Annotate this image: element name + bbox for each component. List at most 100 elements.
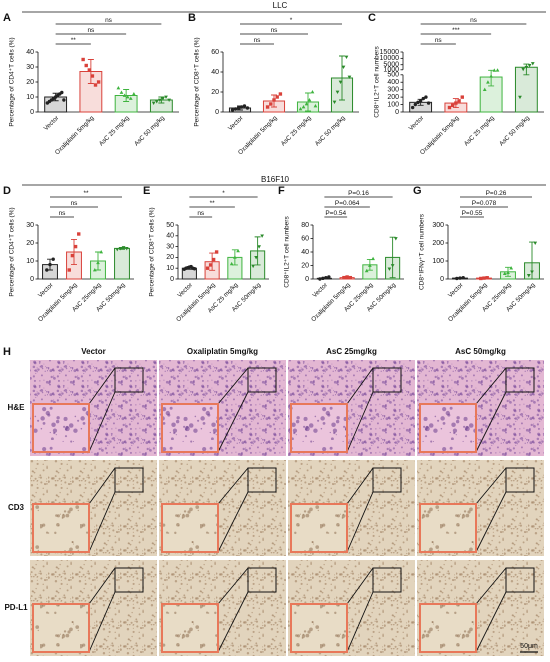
error-bar (123, 89, 130, 102)
y-tick-label: 500 (387, 72, 399, 79)
point (307, 97, 312, 102)
point (121, 246, 126, 250)
point (81, 57, 85, 62)
point (157, 98, 162, 103)
point (131, 91, 136, 96)
point (128, 96, 133, 100)
comparison-label: ns (71, 200, 79, 207)
inset (290, 503, 348, 553)
point (413, 102, 418, 107)
point (530, 62, 535, 66)
point (387, 267, 392, 271)
x-tick-label: Vector (37, 282, 55, 300)
point (124, 247, 129, 251)
zoom-line (88, 367, 116, 453)
y-tick-label: 80 (301, 222, 309, 229)
column-header: AsC 50mg/kg (455, 347, 506, 356)
point (393, 237, 398, 241)
point (418, 99, 423, 103)
panel-letter: B (188, 12, 196, 24)
point (426, 101, 431, 105)
x-tick-label: Vector (447, 282, 465, 300)
y-tick-label: 20 (26, 79, 34, 86)
point (242, 104, 247, 108)
point (371, 256, 375, 261)
point (230, 108, 235, 112)
point (233, 255, 237, 259)
point (348, 275, 353, 280)
comparison-label: * (290, 17, 293, 24)
point (524, 65, 529, 70)
error-bar (158, 96, 165, 104)
point (73, 244, 78, 249)
y-tick-label: 100 (432, 258, 444, 265)
point (269, 102, 273, 106)
point (45, 268, 49, 272)
point (364, 268, 369, 273)
zoom-line (88, 467, 116, 553)
point (341, 65, 346, 70)
comparison-label: P=0.26 (486, 190, 507, 197)
point (229, 261, 234, 266)
y-tick-label: 0 (170, 276, 174, 283)
panel-letter: A (3, 12, 11, 24)
error-bar (305, 92, 311, 112)
error-bar (488, 69, 495, 87)
inset (419, 503, 477, 553)
zoom-box (372, 367, 402, 393)
point (338, 80, 343, 85)
y-tick-label: 10 (26, 94, 34, 101)
point (99, 249, 104, 254)
y-tick-label: 0 (30, 109, 34, 116)
comparison-label: ** (71, 37, 77, 44)
zoom-line (475, 467, 507, 553)
x-tick-label: Oxaliplatin 5mg/kg (54, 114, 96, 156)
zoom-box (114, 567, 144, 593)
point (447, 105, 452, 110)
point (77, 232, 81, 236)
point (205, 266, 210, 270)
point (489, 74, 493, 78)
x-tick-label: AsC 25 mg/kg (280, 114, 313, 147)
y-tick-label: 40 (26, 49, 34, 56)
y-axis-label: Percentage of CD8⁺T cells (%) (194, 37, 201, 126)
point (125, 94, 130, 99)
point (335, 90, 340, 95)
point (461, 276, 465, 280)
point (96, 260, 100, 265)
scale-bar-label: 50μm (520, 643, 538, 650)
point (236, 248, 240, 253)
point (518, 95, 522, 100)
zoom-line (475, 567, 507, 653)
y-axis-label: Percentage of CD4⁺T cells (%) (9, 207, 16, 296)
comparison-label: P=0.55 (462, 210, 483, 217)
zoom-box (114, 367, 144, 393)
point (167, 98, 171, 103)
point (324, 275, 328, 280)
y-tick-label: 20 (211, 89, 219, 96)
panel-letter: E (143, 185, 150, 197)
inset (32, 503, 90, 553)
point (254, 256, 258, 260)
point (236, 106, 241, 110)
inset (419, 403, 477, 453)
error-bar (254, 236, 261, 266)
point (304, 101, 309, 106)
point (310, 89, 315, 94)
zoom-line (475, 367, 507, 453)
row-label: CD3 (8, 503, 25, 512)
y-tick-label: 60 (301, 235, 309, 242)
point (257, 245, 261, 249)
point (313, 103, 318, 108)
comparison-label: ns (87, 27, 95, 34)
y-tick-label: 20 (166, 254, 174, 261)
y-tick-label: 40 (211, 69, 219, 76)
error-bar (71, 238, 77, 266)
point (492, 68, 497, 72)
y-axis-label: CD8⁺IL2⁺T cell numbers (374, 46, 381, 118)
point (48, 262, 52, 267)
error-bar (209, 252, 216, 271)
y-tick-label: 0 (440, 276, 444, 283)
x-tick-label: Vector (43, 115, 61, 133)
